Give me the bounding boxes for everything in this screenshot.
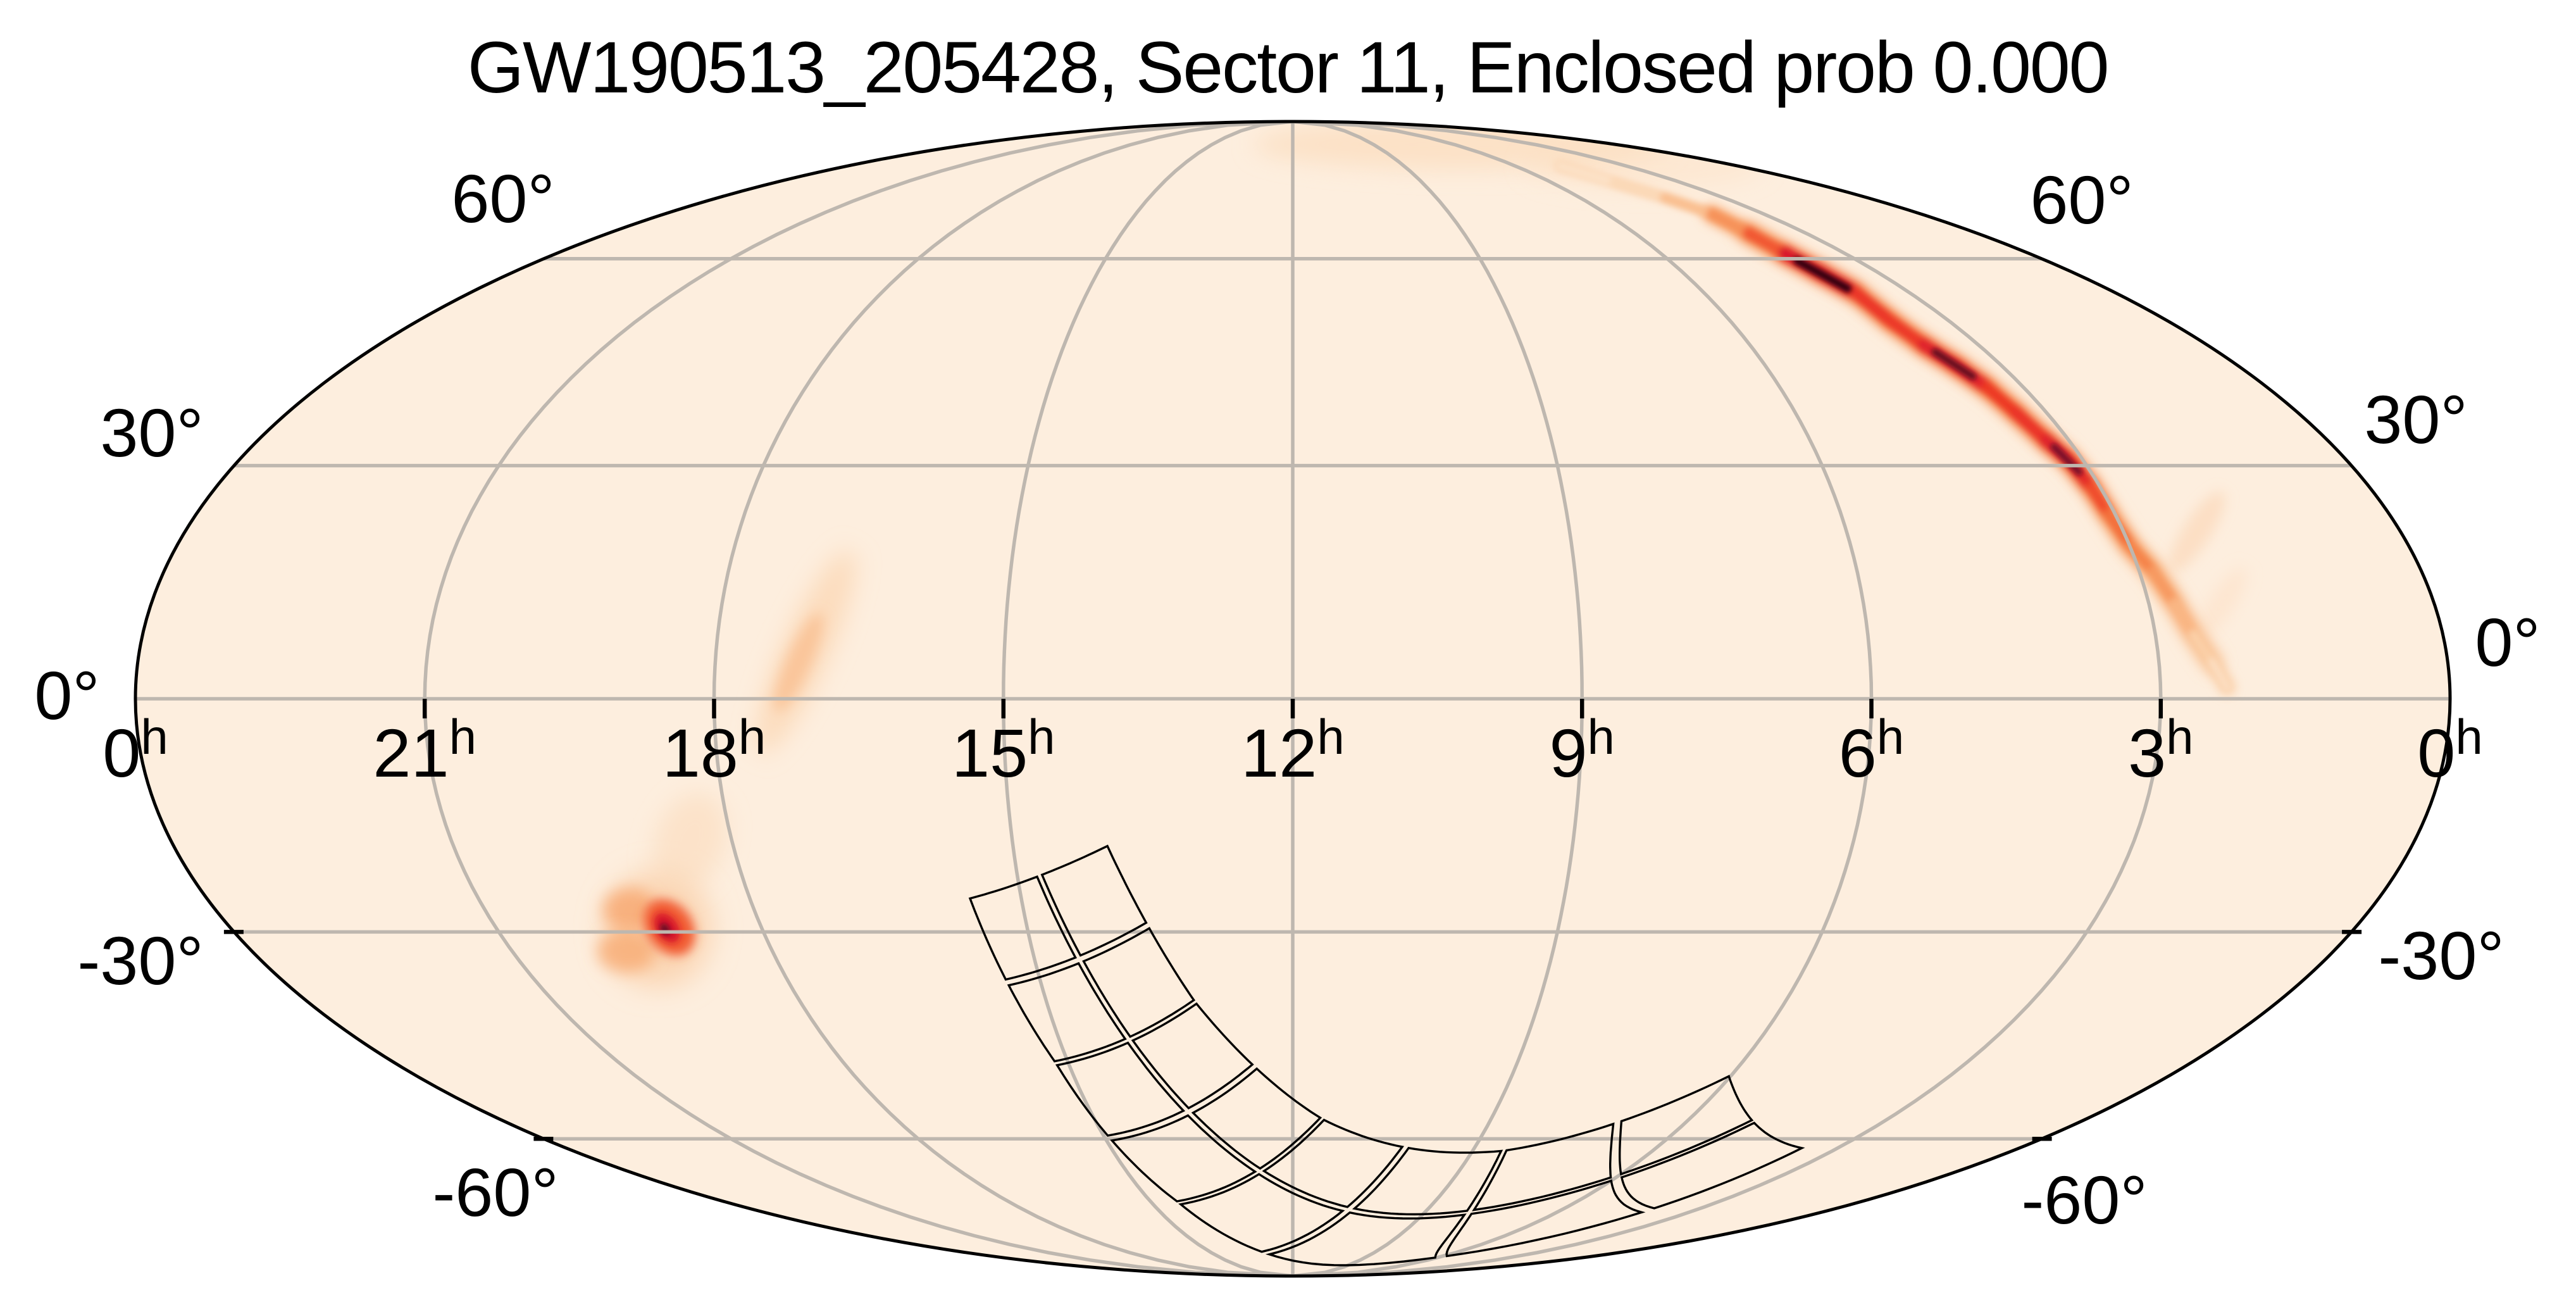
svg-text:30°: 30° <box>100 394 203 471</box>
svg-text:12h: 12h <box>1241 709 1345 791</box>
svg-text:0h: 0h <box>2417 709 2482 791</box>
svg-text:60°: 60° <box>451 160 554 237</box>
svg-text:0°: 0° <box>2475 604 2540 680</box>
svg-text:6h: 6h <box>1839 709 1904 791</box>
svg-text:-60°: -60° <box>432 1154 558 1230</box>
svg-text:-30°: -30° <box>77 922 203 999</box>
svg-text:30°: 30° <box>2364 381 2467 458</box>
svg-text:0°: 0° <box>34 657 99 734</box>
svg-text:GW190513_205428, Sector 11, En: GW190513_205428, Sector 11, Enclosed pro… <box>468 27 2108 108</box>
svg-text:-60°: -60° <box>2021 1161 2147 1238</box>
svg-text:60°: 60° <box>2030 161 2133 238</box>
svg-text:-30°: -30° <box>2378 917 2504 994</box>
